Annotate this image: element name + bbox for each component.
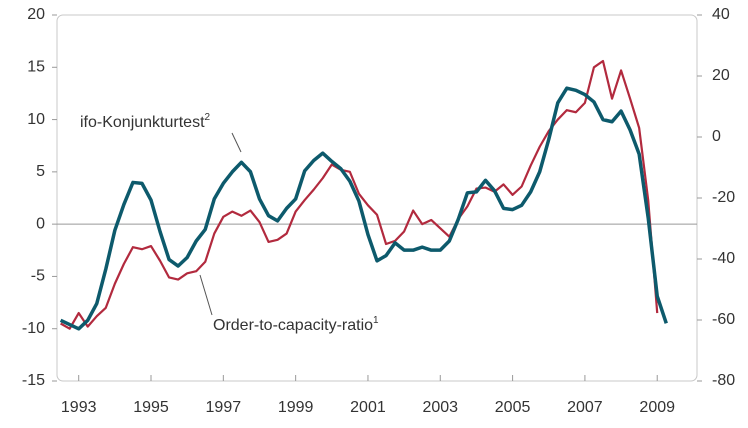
x-tick-label: 2009 <box>639 399 675 416</box>
x-tick-label: 2007 <box>567 399 603 416</box>
series-line <box>60 59 659 330</box>
y-tick-label: -5 <box>31 268 45 285</box>
plot-frame <box>56 14 698 382</box>
series-line <box>59 86 668 331</box>
x-tick-label: 1997 <box>206 399 242 416</box>
y-tick-label: 5 <box>36 163 45 180</box>
x-tick-label: 2003 <box>422 399 458 416</box>
y2-tick-label: -20 <box>712 189 735 206</box>
x-tick-label: 1993 <box>61 399 97 416</box>
y2-tick-label: 40 <box>712 6 730 23</box>
x-tick-label: 2005 <box>495 399 531 416</box>
series-label: Order-to-capacity-ratio1 <box>213 315 379 335</box>
y2-tick-label: 0 <box>712 128 721 145</box>
series-name: ifo-Konjunkturtest <box>80 114 205 131</box>
label-leader <box>199 274 213 316</box>
series-footnote: 2 <box>205 112 211 123</box>
y2-tick-label: -80 <box>712 372 735 389</box>
series-name: Order-to-capacity-ratio <box>213 317 373 334</box>
y-tick-label: -10 <box>22 320 45 337</box>
y-tick-label: 10 <box>27 111 45 128</box>
y-tick-label: 20 <box>27 6 45 23</box>
y2-tick-label: -40 <box>712 250 735 267</box>
y-tick-label: -15 <box>22 372 45 389</box>
x-tick-label: 1995 <box>133 399 169 416</box>
series-footnote: 1 <box>373 315 379 326</box>
x-tick-label: 2001 <box>350 399 386 416</box>
label-leader <box>231 132 242 153</box>
x-tick-label: 1999 <box>278 399 314 416</box>
y-tick-label: 15 <box>27 59 45 76</box>
y2-tick-label: 20 <box>712 67 730 84</box>
series-label: ifo-Konjunkturtest2 <box>80 112 211 132</box>
y-tick-label: 0 <box>36 215 45 232</box>
y2-tick-label: -60 <box>712 311 735 328</box>
